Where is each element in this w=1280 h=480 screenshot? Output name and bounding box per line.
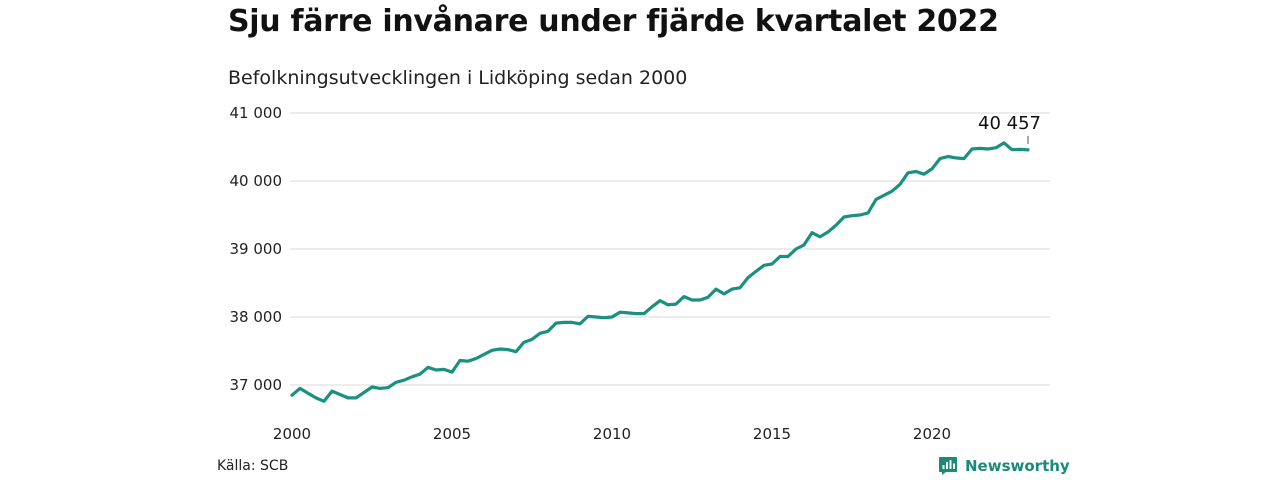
y-tick-label: 40 000 (230, 172, 283, 190)
chart-subtitle: Befolkningsutvecklingen i Lidköping seda… (228, 67, 688, 89)
plot-area (290, 141, 1030, 403)
x-tick-label: 2020 (913, 425, 951, 443)
gridlines (290, 112, 1050, 386)
y-axis-labels: 37 000 38 000 39 000 40 000 41 000 (230, 104, 283, 394)
brand-logo: Newsworthy (938, 456, 1070, 476)
y-tick-label: 37 000 (230, 376, 283, 394)
source-note: Källa: SCB (217, 458, 289, 474)
x-tick-label: 2000 (273, 425, 311, 443)
end-annotation: 40 457 (978, 113, 1041, 144)
x-axis-labels: 2000 2005 2010 2015 2020 (273, 425, 951, 443)
brand-name: Newsworthy (965, 457, 1070, 475)
x-tick-label: 2010 (593, 425, 631, 443)
newsworthy-logo-icon (939, 457, 957, 475)
x-tick-label: 2015 (753, 425, 791, 443)
y-tick-label: 38 000 (230, 308, 283, 326)
series-line-0 (290, 141, 1030, 403)
y-tick-label: 39 000 (230, 240, 283, 258)
end-value-label: 40 457 (978, 113, 1041, 134)
chart-title: Sju färre invånare under fjärde kvartale… (228, 4, 999, 39)
x-tick-label: 2005 (433, 425, 471, 443)
y-tick-label: 41 000 (230, 104, 283, 122)
